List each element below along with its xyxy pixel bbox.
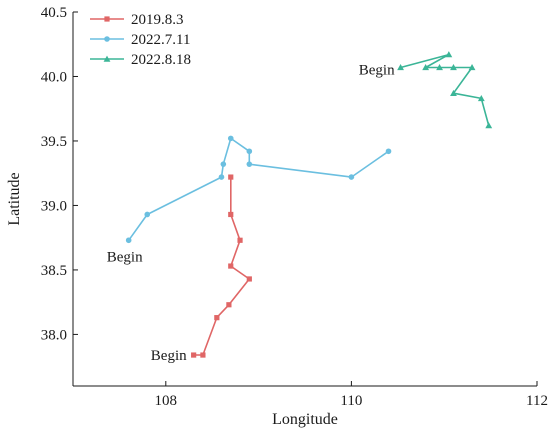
data-point bbox=[228, 263, 234, 269]
series-line bbox=[400, 53, 490, 126]
legend-marker bbox=[103, 55, 111, 62]
y-tick-label: 40.0 bbox=[41, 69, 67, 85]
data-point bbox=[422, 64, 430, 71]
legend-label: 2022.8.18 bbox=[131, 52, 191, 68]
data-point bbox=[214, 315, 220, 321]
legend-item: 2022.7.11 bbox=[90, 32, 190, 48]
y-tick-label: 38.5 bbox=[41, 263, 67, 279]
data-point bbox=[485, 122, 493, 129]
data-point bbox=[125, 237, 132, 244]
begin-annotation: Begin bbox=[359, 62, 395, 78]
x-tick-label: 108 bbox=[155, 393, 178, 409]
y-tick-label: 38.0 bbox=[41, 327, 67, 343]
data-point bbox=[246, 148, 253, 155]
legend-label: 2022.7.11 bbox=[131, 32, 190, 48]
data-point bbox=[228, 174, 234, 180]
data-point bbox=[450, 89, 457, 96]
series-line bbox=[128, 137, 389, 241]
begin-annotation: Begin bbox=[107, 249, 143, 265]
data-point bbox=[200, 352, 206, 358]
data-point bbox=[191, 352, 197, 358]
y-tick-label: 40.5 bbox=[41, 5, 67, 21]
data-point bbox=[468, 64, 476, 71]
data-point bbox=[246, 161, 253, 167]
y-axis-label: Latitude bbox=[6, 172, 23, 225]
legend-marker bbox=[104, 16, 110, 22]
data-point bbox=[385, 148, 392, 155]
x-tick-label: 112 bbox=[526, 393, 548, 409]
data-point bbox=[226, 302, 232, 308]
data-point bbox=[218, 174, 225, 180]
series-3 bbox=[397, 51, 493, 129]
data-point bbox=[445, 51, 453, 58]
data-point bbox=[348, 174, 355, 180]
data-point bbox=[477, 95, 485, 102]
y-tick-label: 39.0 bbox=[41, 198, 67, 214]
begin-annotation: Begin bbox=[151, 348, 187, 364]
legend-label: 2019.8.3 bbox=[131, 12, 184, 28]
x-tick-label: 110 bbox=[340, 393, 362, 409]
series-2 bbox=[125, 135, 392, 244]
data-point bbox=[450, 64, 457, 71]
data-point bbox=[436, 64, 443, 71]
data-point bbox=[228, 211, 234, 218]
axes: 108 110 112 38.0 38.5 39.0 39.5 40.0 40.5 Longitu… bbox=[6, 5, 548, 428]
data-point bbox=[397, 64, 404, 71]
series-layer bbox=[125, 51, 493, 358]
data-point bbox=[227, 135, 234, 142]
data-point bbox=[220, 161, 227, 167]
data-point bbox=[246, 276, 252, 282]
legend-item: 2022.8.18 bbox=[90, 52, 191, 68]
data-point bbox=[237, 237, 243, 243]
legend-item: 2019.8.3 bbox=[90, 12, 184, 28]
x-axis-label: Longitude bbox=[272, 411, 338, 428]
series-line bbox=[193, 177, 251, 356]
y-tick-label: 39.5 bbox=[41, 134, 67, 150]
series-1 bbox=[191, 174, 252, 358]
legend: 2019.8.3 2022.7.11 2022.8.18 bbox=[90, 12, 191, 68]
annotation-layer: Begin Begin Begin bbox=[107, 62, 395, 364]
legend-marker bbox=[104, 36, 110, 42]
data-point bbox=[144, 211, 151, 218]
